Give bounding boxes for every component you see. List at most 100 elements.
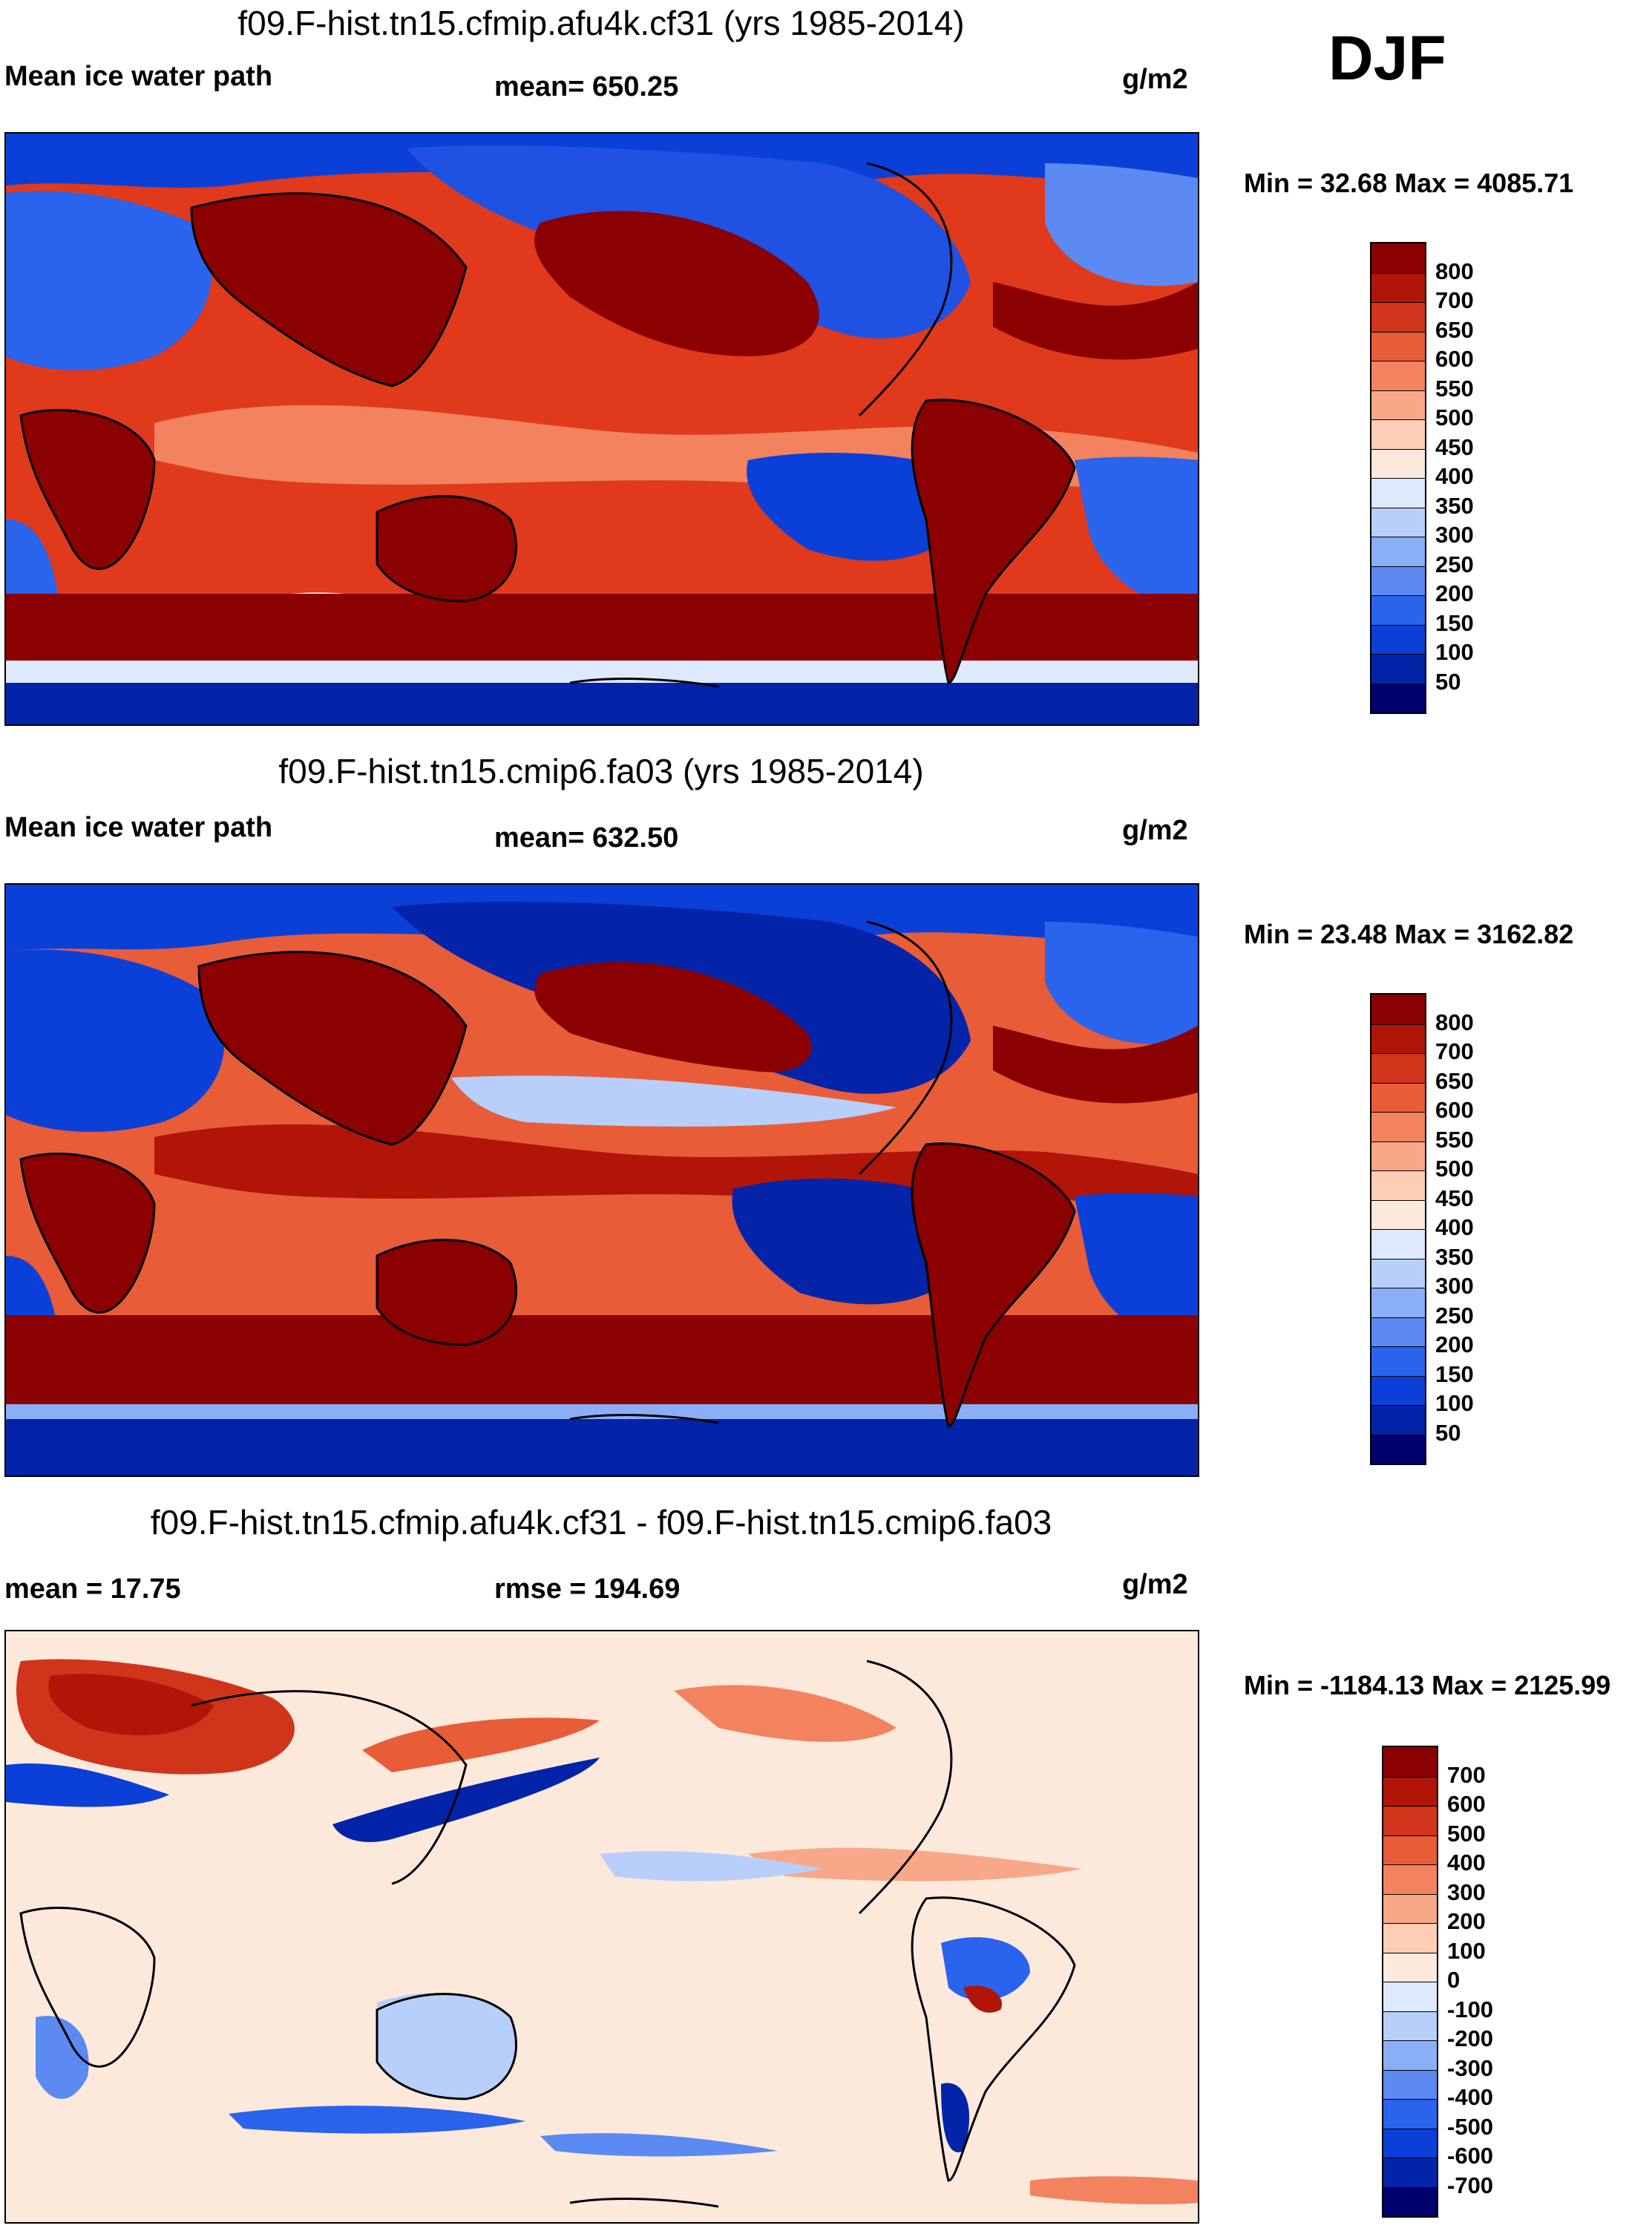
panel3-eurasia-low (6, 1763, 169, 1807)
panel3-europe-core (48, 1674, 214, 1735)
colorbar-tick-label: 600 (1435, 1097, 1474, 1123)
colorbar-swatch (1383, 1864, 1437, 1894)
panel2-australia (376, 1239, 517, 1346)
colorbar-swatch (1383, 2158, 1437, 2187)
colorbar-tick-label: 500 (1447, 1820, 1486, 1847)
panel2-africa (19, 1153, 156, 1314)
panel3-south-america-coast (911, 1896, 1076, 2182)
colorbar-tick-label: 0 (1447, 1967, 1461, 1993)
colorbar-swatch (1383, 2128, 1437, 2158)
panel3-antarctica-coast (569, 2198, 719, 2208)
colorbar-swatch (1371, 390, 1425, 419)
colorbar-tick-label: -100 (1447, 1996, 1494, 2022)
panel3-namerica-coast (858, 1660, 953, 1915)
panel2-minmax: Min = 23.48 Max = 3162.82 (1244, 919, 1574, 949)
colorbar-swatch (1371, 1053, 1425, 1083)
panel2-atlantic-low (1045, 922, 1198, 1045)
panel3-australia-low (377, 1992, 517, 2099)
colorbar-tick-label: 450 (1435, 433, 1474, 460)
colorbar-tick-label: 450 (1435, 1185, 1474, 1211)
colorbar-tick-label: 650 (1435, 1067, 1474, 1094)
colorbar-swatch (1383, 1893, 1437, 1923)
colorbar-swatch (1371, 507, 1425, 537)
panel1-antarctica-coast (569, 678, 719, 688)
panel3-s-atlantic-high (1030, 2176, 1198, 2204)
colorbar-tick-label: -400 (1447, 2084, 1494, 2110)
colorbar-swatch (1383, 1952, 1437, 1982)
panel3-safrica-low (36, 2016, 89, 2099)
panel1-title: f09.F-hist.tn15.cfmip.afu4k.cf31 (yrs 19… (237, 4, 965, 42)
panel3-alaska-high (674, 1685, 897, 1742)
colorbar-swatch (1371, 478, 1425, 508)
colorbar-swatch (1371, 331, 1425, 361)
panel2-n-pacific-low (451, 1075, 897, 1127)
panel1-atlantic-low (1045, 163, 1198, 286)
panel3-australia-coast (376, 1993, 517, 2100)
panel3-minmax: Min = -1184.13 Max = 2125.99 (1244, 1670, 1611, 1700)
season-label: DJF (1328, 23, 1446, 93)
colorbar-tick-label: 800 (1435, 1009, 1474, 1035)
panel1-colorbar (1370, 242, 1426, 714)
panel1-southern-stormtrack (6, 594, 1198, 661)
panel2-units: g/m2 (1122, 815, 1188, 846)
panel2-variable-label: Mean ice water path (4, 812, 273, 843)
colorbar-tick-label: 500 (1435, 1156, 1474, 1182)
colorbar-tick-label: 500 (1435, 404, 1474, 430)
panel1-map-svg (6, 134, 1198, 724)
colorbar-tick-label: 600 (1435, 346, 1474, 372)
panel2-asia (197, 951, 468, 1146)
panel1-s-atlantic-low (1075, 456, 1198, 609)
colorbar-tick-label: 250 (1435, 551, 1474, 577)
panel2-south-america (911, 1142, 1076, 1428)
panel1-australia (376, 495, 517, 603)
colorbar-swatch (1383, 1982, 1437, 2011)
panel2-eurasia-low (6, 949, 225, 1133)
colorbar-swatch (1371, 1317, 1425, 1346)
colorbar-swatch (1383, 2040, 1437, 2070)
colorbar-swatch (1371, 1112, 1425, 1141)
colorbar-tick-label: 700 (1447, 1761, 1486, 1788)
panel1-variable-label: Mean ice water path (4, 61, 273, 92)
panel1-mean-label: mean= 650.25 (494, 71, 679, 102)
colorbar-tick-label: 50 (1435, 668, 1461, 695)
panel2-southern-stormtrack (6, 1315, 1198, 1404)
panel1-eurasia-low (6, 191, 212, 370)
colorbar-tick-label: -300 (1447, 2054, 1494, 2081)
colorbar-swatch (1371, 566, 1425, 595)
colorbar-swatch (1383, 1747, 1437, 1777)
colorbar-tick-label: 650 (1435, 316, 1474, 343)
panel1-africa (19, 409, 156, 570)
panel1-units: g/m2 (1122, 64, 1188, 95)
panel3-cpacific-low (600, 1851, 822, 1881)
colorbar-tick-label: -200 (1447, 2025, 1494, 2051)
colorbar-tick-label: 700 (1435, 287, 1474, 313)
colorbar-tick-label: 150 (1435, 609, 1474, 636)
colorbar-swatch (1383, 2011, 1437, 2040)
colorbar-swatch (1371, 448, 1425, 478)
panel1-antarctic-low (6, 683, 1198, 724)
panel1-asia (190, 192, 468, 387)
colorbar-tick-label: 300 (1447, 1878, 1486, 1905)
colorbar-tick-label: 300 (1435, 522, 1474, 548)
colorbar-tick-label: 200 (1447, 1908, 1486, 1934)
colorbar-tick-label: 250 (1435, 1302, 1474, 1329)
colorbar-tick-label: 300 (1435, 1273, 1474, 1299)
colorbar-tick-label: 100 (1435, 1390, 1474, 1416)
panel3-itcz-high (748, 1847, 1082, 1881)
panel3-s-pacific-low (540, 2133, 778, 2157)
colorbar-tick-label: -700 (1447, 2172, 1494, 2198)
panel2-map-svg (6, 885, 1198, 1475)
colorbar-swatch (1383, 1835, 1437, 1864)
colorbar-tick-label: -600 (1447, 2143, 1494, 2169)
colorbar-tick-label: 400 (1435, 463, 1474, 489)
colorbar-swatch (1371, 1288, 1425, 1317)
panel3-title: f09.F-hist.tn15.cfmip.afu4k.cf31 - f09.F… (150, 1503, 1052, 1542)
colorbar-swatch (1371, 1434, 1425, 1464)
colorbar-swatch (1371, 302, 1425, 332)
colorbar-swatch (1383, 1806, 1437, 1835)
colorbar-tick-label: 50 (1435, 1419, 1461, 1446)
colorbar-swatch (1371, 1258, 1425, 1288)
panel1-map (4, 132, 1199, 726)
panel2-antarctica-coast (569, 1414, 719, 1424)
colorbar-swatch (1371, 654, 1425, 684)
